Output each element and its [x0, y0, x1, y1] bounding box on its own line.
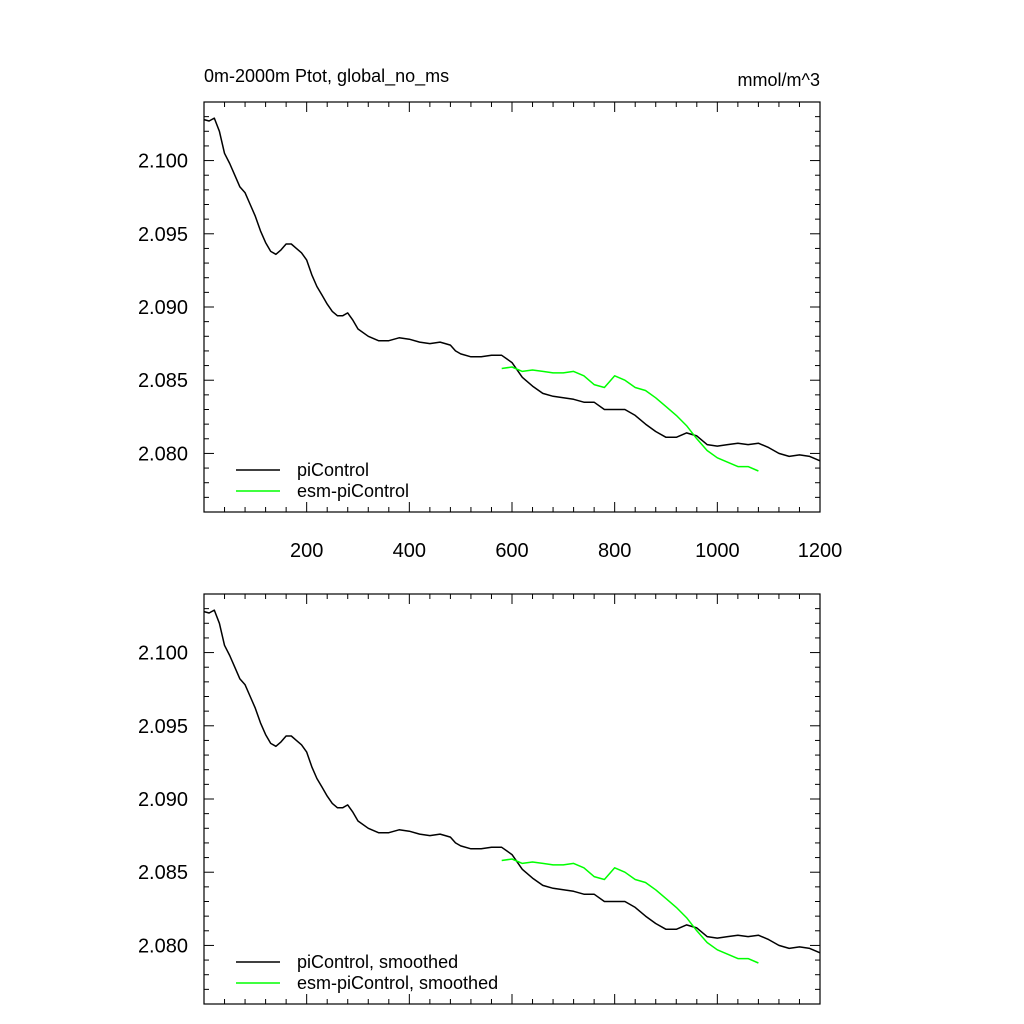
- x-tick-label: 1200: [798, 540, 843, 562]
- y-tick-label: 2.095: [138, 224, 188, 246]
- y-tick-label: 2.085: [138, 862, 188, 884]
- series-line-esm-picontrol: [501, 366, 759, 472]
- units-label: mmol/m^3: [738, 70, 820, 90]
- plot-frame: [203, 101, 821, 513]
- y-tick-label: 2.100: [138, 643, 188, 665]
- y-tick-label: 2.100: [138, 151, 188, 173]
- y-tick-label: 2.080: [138, 443, 188, 465]
- y-tick-label: 2.095: [138, 716, 188, 738]
- y-tick-label: 2.080: [138, 935, 188, 957]
- top-panel: 200 400 600 800 1000 1200 2.080 2.085 2.090 2.095…: [138, 101, 843, 562]
- series-line-esm-picontrol-smoothed: [501, 858, 759, 964]
- x-tick-label: 600: [495, 540, 528, 562]
- chart-title: 0m-2000m Ptot, global_no_ms: [204, 66, 449, 87]
- legend-label: esm-piControl: [297, 481, 409, 501]
- x-tick-label: 200: [290, 540, 323, 562]
- bottom-panel: 2.080 2.085 2.090 2.095 2.100 piControl, smoo…: [138, 593, 821, 1005]
- y-tick-label: 2.090: [138, 789, 188, 811]
- x-tick-label: 1000: [695, 540, 740, 562]
- y-tick-label: 2.090: [138, 297, 188, 319]
- series-line-picontrol: [203, 117, 821, 462]
- y-tick-label: 2.085: [138, 370, 188, 392]
- series-line-picontrol-smoothed: [203, 609, 821, 954]
- x-tick-label: 400: [393, 540, 426, 562]
- legend-label: esm-piControl, smoothed: [297, 973, 498, 993]
- plot-frame: [203, 593, 821, 1005]
- legend-label: piControl: [297, 460, 369, 480]
- x-tick-label: 800: [598, 540, 631, 562]
- legend-label: piControl, smoothed: [297, 952, 458, 972]
